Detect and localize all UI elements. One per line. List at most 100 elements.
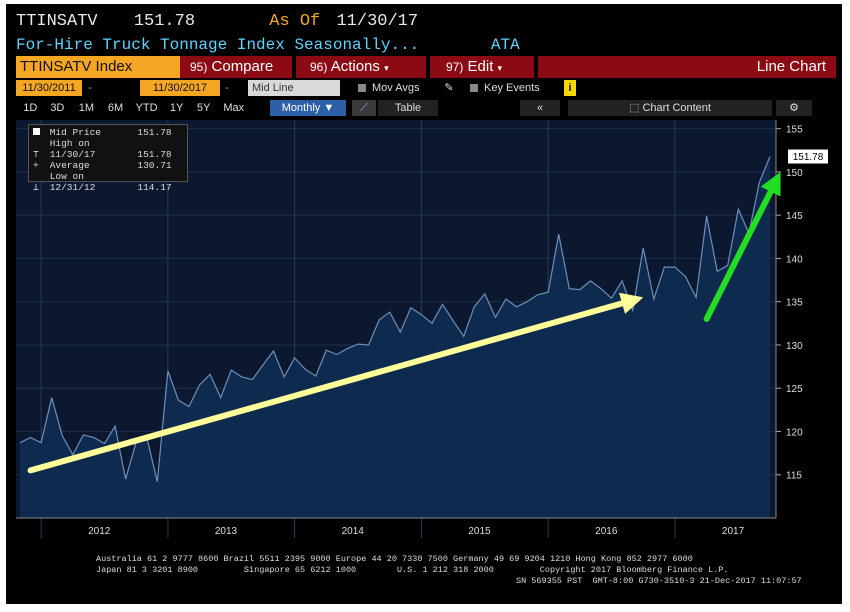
actions-button[interactable]: 96) Actions ▾ [296,56,426,78]
range-buttons: 1D 3D 1M 6M YTD 1Y 5Y Max [16,100,252,116]
legend-average-value: 130.71 [137,160,172,171]
y-tick-label: 145 [786,211,803,222]
range-1m[interactable]: 1M [78,102,95,114]
line-type-text: Mid Line [252,82,294,94]
table-button[interactable]: Table [378,100,438,116]
chart-content-label: Chart Content [642,102,711,114]
y-tick-label: 135 [786,298,803,309]
as-of-label: As Of [269,12,321,31]
line-chart-icon[interactable]: ⟋ [352,100,376,116]
end-date-text: 11/30/2017 [152,82,208,94]
range-3d[interactable]: 3D [50,102,65,114]
yellow-arrow-head [619,292,644,314]
x-tick-label: 2017 [722,526,745,537]
range-toolbar: 1D 3D 1M 6M YTD 1Y 5Y Max Monthly ▼ ⟋ Ta… [16,100,836,118]
legend-low: ⊥ Low on 12/31/12 114.17 [33,171,183,193]
last-value-tag: 151.78 [788,149,828,164]
info-icon[interactable]: i [564,80,576,96]
x-tick-label: 2016 [595,526,618,537]
legend-low-icon: ⊥ [33,182,39,193]
chart-icon: ⬚ [629,102,640,114]
period-text: Monthly [281,102,321,114]
green-arrow-head [760,171,781,197]
mov-avgs-checkbox[interactable] [358,84,366,92]
date-separator: - [88,82,92,94]
legend-high-value: 151.78 [137,149,172,160]
calendar-separator: - [225,82,229,94]
start-date-text: 11/30/2011 [22,82,76,94]
y-tick-label: 150 [786,168,803,179]
actions-dropdown-icon: ▾ [384,63,389,73]
legend-mid-price-value: 151.78 [137,127,172,138]
actions-label: Actions [330,58,380,75]
period-select[interactable]: Monthly ▼ [270,100,346,116]
legend-swatch [33,128,40,135]
menu-bar: TTINSATV Index 95) Compare 96) Actions ▾… [16,56,836,78]
range-ytd[interactable]: YTD [135,102,158,114]
yellow-arrow-shaft [27,300,626,474]
legend-high: ⊤ High on 11/30/17 151.78 [33,138,183,160]
collapse-icon[interactable]: « [520,100,560,116]
key-events-label: Key Events [484,82,540,94]
security-label: TTINSATV Index [20,58,133,75]
price-chart: 115 120 125 130 135 140 145 150 155 2012 2013 2014… [16,120,828,538]
legend-mid-price-label: Mid Price [49,127,102,138]
x-tick-label: 2015 [468,526,491,537]
y-tick-label: 115 [786,471,802,482]
range-6m[interactable]: 6M [107,102,124,114]
chart-type-label: Line Chart [756,58,826,75]
legend-box: Mid Price 151.78 ⊤ High on 11/30/17 151.… [28,124,188,193]
range-1d[interactable]: 1D [23,102,38,114]
ticker: TTINSATV [16,12,98,31]
price-area [20,156,770,518]
legend-low-label: Low on 12/31/12 [49,171,96,193]
legend-average-icon: + [33,160,39,171]
annotation-arrows [27,171,781,474]
edit-button[interactable]: 97) Edit ▾ [430,56,534,78]
x-tick-label: 2012 [88,526,111,537]
header-title-row: TTINSATV 151.78 As Of 11/30/17 [16,12,418,31]
start-date-input[interactable]: 11/30/2011 [16,80,82,96]
line-type-select[interactable]: Mid Line [248,80,340,96]
compare-label: Compare [211,58,274,75]
edit-label: Edit [467,58,494,75]
end-date-input[interactable]: 11/30/2017 [140,80,220,96]
terminal-window: TTINSATV 151.78 As Of 11/30/17 For-Hire … [6,4,842,604]
chart-content-button[interactable]: ⬚ Chart Content [568,100,772,116]
footer-line-1: Australia 61 2 9777 8600 Brazil 5511 239… [96,554,693,564]
security-description: For-Hire Truck Tonnage Index Seasonally.… [16,36,420,54]
compare-button[interactable]: 95) Compare [180,56,292,78]
y-tick-label: 130 [786,341,803,352]
compare-num: 95) [190,60,208,74]
mov-avgs-label: Mov Avgs [372,82,420,94]
key-events-checkbox[interactable] [470,84,478,92]
range-5y[interactable]: 5Y [196,102,211,114]
edit-num: 97) [446,60,464,74]
header-description-row: For-Hire Truck Tonnage Index Seasonally.… [16,36,520,54]
security-field[interactable]: TTINSATV Index [16,56,180,78]
green-arrow-shaft [703,188,774,322]
settings-gear-icon[interactable]: ⚙ [776,100,812,116]
range-1y[interactable]: 1Y [169,102,184,114]
table-label: Table [394,102,422,114]
legend-high-label: High on 11/30/17 [49,138,96,160]
y-tick-label: 120 [786,427,803,438]
chart-type-field[interactable]: Line Chart [538,56,836,78]
footer-line-3: SN 569355 PST GMT-8:00 G730-3510-3 21-De… [516,576,802,586]
x-axis: 2012 2013 2014 2015 2016 2017 [16,517,776,537]
y-tick-label: 155 [786,125,803,136]
as-of-date: 11/30/17 [336,12,419,31]
pencil-icon[interactable]: ✎ [444,82,454,94]
y-tick-label: 125 [786,384,803,395]
legend-average-label: Average [49,160,90,171]
range-max[interactable]: Max [223,102,245,114]
date-toolbar: 11/30/2011 - 11/30/2017 - Mid Line Mov A… [16,80,836,98]
source: ATA [490,36,520,54]
x-tick-label: 2014 [342,526,365,537]
edit-dropdown-icon: ▾ [497,63,503,73]
legend-mid-price: Mid Price 151.78 [33,127,183,138]
legend-average: + Average 130.71 [33,160,183,171]
y-tick-label: 140 [786,254,803,265]
last-value-text: 151.78 [793,152,824,163]
legend-low-value: 114.17 [137,182,172,193]
